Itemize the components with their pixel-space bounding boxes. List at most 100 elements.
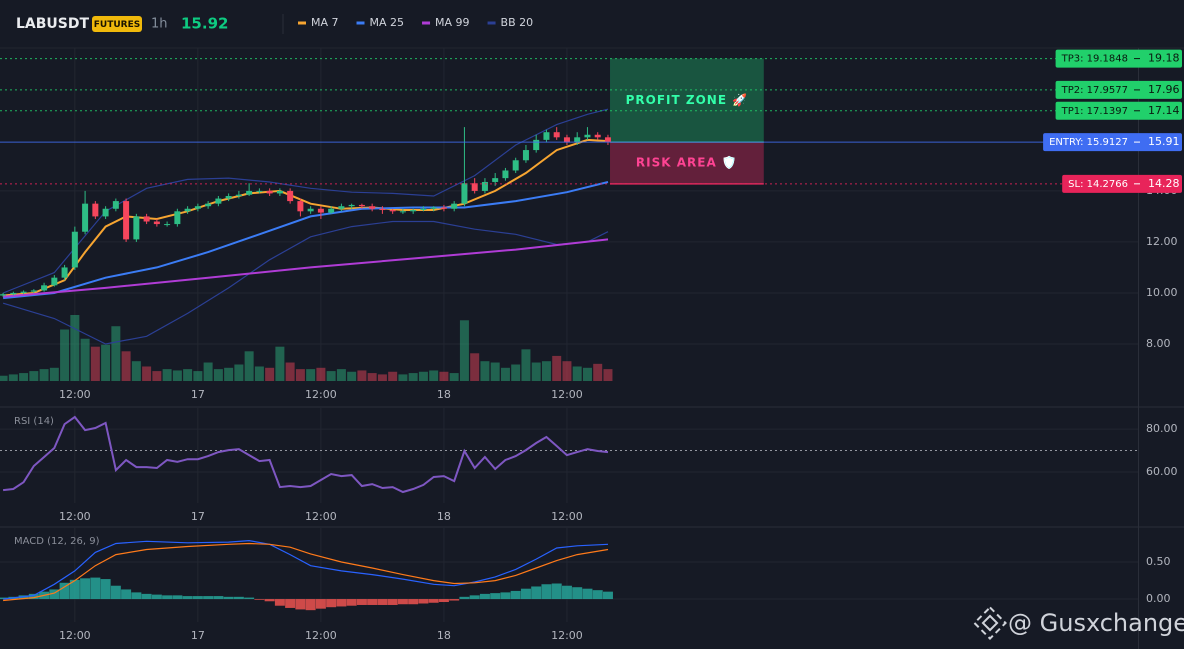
candle-body bbox=[317, 208, 324, 213]
candle-body bbox=[502, 170, 509, 179]
volume-bar bbox=[39, 369, 49, 381]
candle-body bbox=[440, 207, 447, 209]
volume-bar bbox=[603, 369, 613, 381]
volume-bar bbox=[531, 362, 541, 381]
last-price: 15.92 bbox=[181, 15, 228, 33]
candle-body bbox=[133, 216, 140, 240]
badge: FUTURES bbox=[94, 20, 140, 30]
zone-label: PROFIT ZONE 🚀 bbox=[626, 93, 749, 107]
histogram-bar bbox=[69, 579, 80, 600]
volume-bar bbox=[367, 373, 377, 381]
volume-bar bbox=[265, 367, 275, 381]
volume-bar bbox=[111, 326, 121, 381]
volume-bar bbox=[234, 364, 244, 381]
level-tag bbox=[1055, 80, 1182, 99]
volume-bar bbox=[121, 351, 131, 381]
volume-bar bbox=[275, 346, 285, 381]
level-tag bbox=[1043, 133, 1182, 152]
candle-body bbox=[328, 208, 335, 213]
volume-bar bbox=[316, 367, 326, 381]
x-tick-label: 12:00 bbox=[305, 629, 337, 642]
histogram-bar bbox=[459, 596, 470, 600]
candle-body bbox=[164, 224, 171, 226]
volume-bar bbox=[131, 361, 141, 381]
candle-body bbox=[143, 216, 150, 222]
candle-body bbox=[594, 134, 601, 138]
candle-body bbox=[61, 267, 68, 278]
panel-title: RSI (14) bbox=[14, 416, 54, 427]
histogram-bar bbox=[377, 599, 388, 605]
histogram-bar bbox=[49, 589, 60, 600]
volume-bar bbox=[162, 369, 172, 381]
volume-bar bbox=[224, 367, 234, 381]
level-tag bbox=[1062, 174, 1182, 193]
histogram-bar bbox=[356, 599, 367, 605]
histogram-bar bbox=[531, 586, 542, 600]
x-tick-label: 12:00 bbox=[59, 388, 91, 401]
level-axis-label: 14.28 bbox=[1148, 177, 1180, 190]
histogram-bar bbox=[315, 599, 326, 609]
level-axis-label: 17.14 bbox=[1148, 104, 1180, 117]
histogram-bar bbox=[500, 592, 511, 600]
volume-bar bbox=[562, 361, 572, 381]
candle-body bbox=[358, 204, 365, 207]
macd-line bbox=[3, 539, 609, 600]
histogram-bar bbox=[223, 596, 234, 600]
badge-bg bbox=[92, 16, 142, 32]
volume-bar bbox=[80, 338, 90, 381]
series-line bbox=[2, 415, 609, 494]
histogram-bar bbox=[151, 594, 162, 600]
volume-bar bbox=[377, 374, 387, 381]
candle-body bbox=[246, 190, 253, 195]
ma-line bbox=[3, 138, 609, 297]
volume-bar bbox=[172, 370, 182, 381]
volume-bar bbox=[429, 370, 439, 381]
legend-label: BB 20 bbox=[501, 16, 534, 29]
candle-body bbox=[461, 183, 468, 204]
level-axis-label: 15.91 bbox=[1148, 135, 1180, 148]
volume-bar bbox=[0, 375, 8, 381]
watermark-text: @ Gusxchange bbox=[1008, 609, 1184, 637]
interval[interactable]: 1h bbox=[151, 17, 168, 32]
candle-body bbox=[338, 206, 345, 209]
zone-label: RISK AREA 🛡️ bbox=[636, 155, 738, 169]
candle-body bbox=[410, 210, 417, 212]
x-tick-label: 12:00 bbox=[305, 510, 337, 523]
volume-bar bbox=[152, 371, 162, 381]
level-tag-label: TP3: 19.1848 bbox=[1061, 54, 1128, 65]
candle-body bbox=[369, 206, 376, 209]
y-tick-label: 60.00 bbox=[1146, 465, 1178, 478]
histogram-bar bbox=[367, 599, 378, 605]
volume-bar bbox=[541, 361, 551, 381]
volume-bar bbox=[511, 364, 521, 381]
candle-body bbox=[51, 277, 58, 286]
candle-body bbox=[420, 208, 427, 211]
y-tick-label: 12.00 bbox=[1146, 235, 1178, 248]
volume-bar bbox=[90, 346, 100, 381]
histogram-bar bbox=[295, 599, 306, 610]
volume-bar bbox=[70, 315, 80, 381]
x-tick-label: 18 bbox=[437, 629, 451, 642]
histogram-bar bbox=[582, 588, 593, 600]
volume-bar bbox=[142, 366, 152, 381]
y-tick-label: 0.50 bbox=[1146, 555, 1171, 568]
histogram-bar bbox=[213, 596, 224, 600]
histogram-bar bbox=[541, 584, 552, 600]
histogram-bar bbox=[346, 599, 357, 606]
candle-body bbox=[82, 203, 89, 232]
histogram-bar bbox=[28, 593, 39, 600]
panel-title: MACD (12, 26, 9) bbox=[14, 536, 100, 547]
candle-body bbox=[215, 198, 222, 204]
candle-body bbox=[451, 203, 458, 209]
volume-bar bbox=[552, 355, 562, 381]
histogram-bar bbox=[203, 596, 214, 600]
candle-body bbox=[512, 160, 519, 171]
histogram-bar bbox=[510, 590, 521, 600]
volume-bar bbox=[49, 367, 59, 381]
histogram-bar bbox=[254, 599, 265, 600]
histogram-bar bbox=[305, 599, 316, 611]
candle-body bbox=[276, 190, 283, 194]
histogram-bar bbox=[438, 599, 449, 603]
y-tick-label: 80.00 bbox=[1146, 422, 1178, 435]
